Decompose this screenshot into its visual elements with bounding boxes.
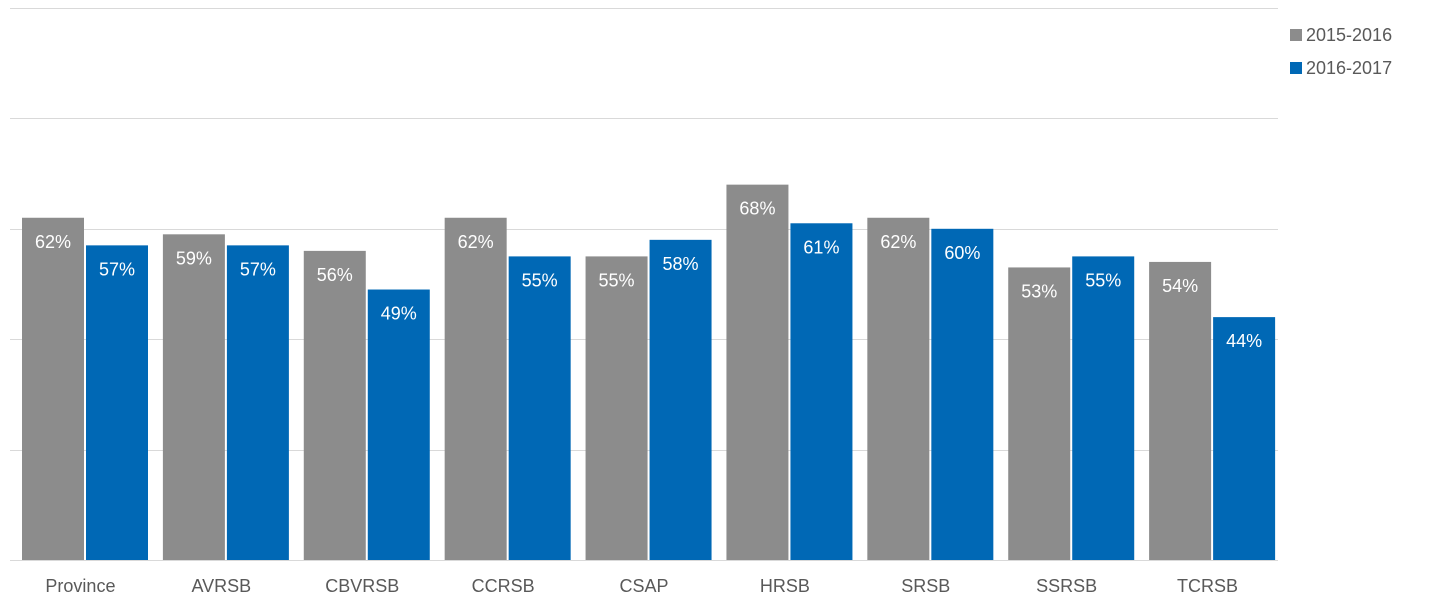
x-tick-label: TCRSB — [1177, 576, 1238, 596]
data-label: 44% — [1226, 331, 1262, 351]
data-label: 57% — [240, 259, 276, 279]
x-tick-label: CCRSB — [472, 576, 535, 596]
bar-tcrsb-2016-2017 — [1213, 317, 1276, 560]
data-label: 62% — [35, 232, 71, 252]
data-label: 57% — [99, 259, 135, 279]
data-label: 60% — [944, 243, 980, 263]
x-tick-label: CBVRSB — [325, 576, 399, 596]
data-labels: 62% 57% 59% 57% 56% 49% 62% 55% 55% 58% 68% 61% 62% 6… — [35, 199, 1262, 351]
bar-province-2015-2016 — [22, 217, 84, 560]
data-label: 55% — [1085, 270, 1121, 290]
bar-tcrsb-2015-2016 — [1149, 261, 1212, 560]
data-label: 54% — [1162, 276, 1198, 296]
x-tick-label: Province — [45, 576, 115, 596]
bar-province-2016-2017 — [86, 245, 148, 561]
data-label: 68% — [739, 199, 775, 219]
bar-cbvrsb-2015-2016 — [303, 250, 366, 560]
legend-swatch — [1290, 62, 1302, 74]
bar-hrsb-2015-2016 — [726, 184, 789, 560]
data-label: 58% — [663, 254, 699, 274]
bar-avrsb-2015-2016 — [162, 234, 225, 560]
data-label: 62% — [458, 232, 494, 252]
legend-swatch — [1290, 29, 1302, 41]
bars — [22, 184, 1276, 561]
x-tick-label: CSAP — [619, 576, 668, 596]
bar-csap-2016-2017 — [649, 239, 712, 560]
x-axis-tick-labels: Province AVRSB CBVRSB CCRSB CSAP HRSB SRSB SSRS… — [45, 576, 1238, 596]
bar-ccrsb-2016-2017 — [508, 256, 571, 560]
legend-label: 2016-2017 — [1306, 58, 1392, 78]
bar-ssrsb-2016-2017 — [1072, 256, 1135, 560]
x-tick-label: SRSB — [901, 576, 950, 596]
bar-avrsb-2016-2017 — [226, 245, 289, 561]
x-tick-label: HRSB — [760, 576, 810, 596]
legend-label: 2015-2016 — [1306, 25, 1392, 45]
bar-csap-2015-2016 — [585, 256, 648, 560]
x-tick-label: AVRSB — [191, 576, 251, 596]
x-tick-label: SSRSB — [1036, 576, 1097, 596]
data-label: 55% — [599, 270, 635, 290]
bar-ccrsb-2015-2016 — [444, 217, 507, 560]
data-label: 62% — [880, 232, 916, 252]
legend: 2015-2016 2016-2017 — [1290, 25, 1392, 78]
bar-srsb-2016-2017 — [931, 228, 994, 561]
data-label: 59% — [176, 248, 212, 268]
data-label: 55% — [522, 270, 558, 290]
bar-cbvrsb-2016-2017 — [367, 289, 430, 560]
bar-srsb-2015-2016 — [867, 217, 930, 560]
data-label: 53% — [1021, 281, 1057, 301]
data-label: 49% — [381, 304, 417, 324]
data-label: 56% — [317, 265, 353, 285]
data-label: 61% — [803, 237, 839, 257]
bar-ssrsb-2015-2016 — [1008, 267, 1071, 560]
bar-hrsb-2016-2017 — [790, 223, 853, 560]
